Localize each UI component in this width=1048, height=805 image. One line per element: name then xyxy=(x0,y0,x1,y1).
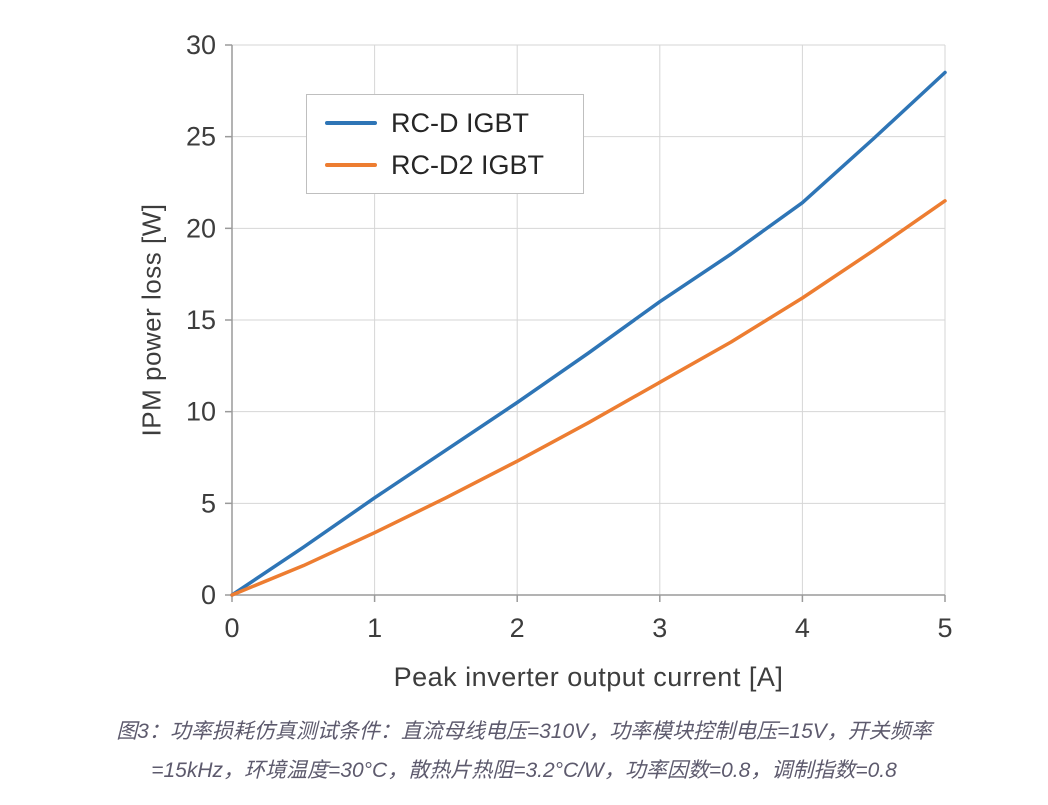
svg-text:0: 0 xyxy=(201,580,216,610)
figure-caption-line2: =15kHz，环境温度=30°C，散热片热阻=3.2°C/W，功率因数=0.8，… xyxy=(151,759,897,782)
legend-line-swatch-rcd2 xyxy=(325,163,377,167)
legend-label-rcd: RC-D IGBT xyxy=(391,107,529,138)
svg-text:25: 25 xyxy=(186,122,216,152)
svg-text:4: 4 xyxy=(795,613,810,643)
y-axis-label: IPM power loss [W] xyxy=(136,203,167,437)
svg-text:1: 1 xyxy=(367,613,382,643)
svg-text:5: 5 xyxy=(201,488,216,518)
figure-caption: 图3：功率损耗仿真测试条件：直流母线电压=310V，功率模块控制电压=15V，开… xyxy=(0,712,1048,790)
x-axis-label: Peak inverter output current [A] xyxy=(393,662,784,692)
svg-text:0: 0 xyxy=(224,613,239,643)
legend-item-rcd2-igbt: RC-D2 IGBT xyxy=(325,149,565,181)
chart-legend: RC-D IGBT RC-D2 IGBT xyxy=(306,94,584,194)
legend-line-swatch-rcd xyxy=(325,121,377,125)
power-loss-chart: 0 5 10 15 20 25 30 0 1 2 3 4 5 IPM power loss [W] Pe… xyxy=(136,30,953,692)
svg-text:30: 30 xyxy=(186,30,216,60)
svg-text:20: 20 xyxy=(186,213,216,243)
svg-text:3: 3 xyxy=(652,613,667,643)
svg-text:15: 15 xyxy=(186,305,216,335)
svg-text:10: 10 xyxy=(186,397,216,427)
svg-text:5: 5 xyxy=(937,613,952,643)
legend-item-rcd-igbt: RC-D IGBT xyxy=(325,107,565,139)
legend-label-rcd2: RC-D2 IGBT xyxy=(391,149,545,180)
figure-caption-line1: 图3：功率损耗仿真测试条件：直流母线电压=310V，功率模块控制电压=15V，开… xyxy=(116,720,932,743)
svg-text:2: 2 xyxy=(510,613,525,643)
